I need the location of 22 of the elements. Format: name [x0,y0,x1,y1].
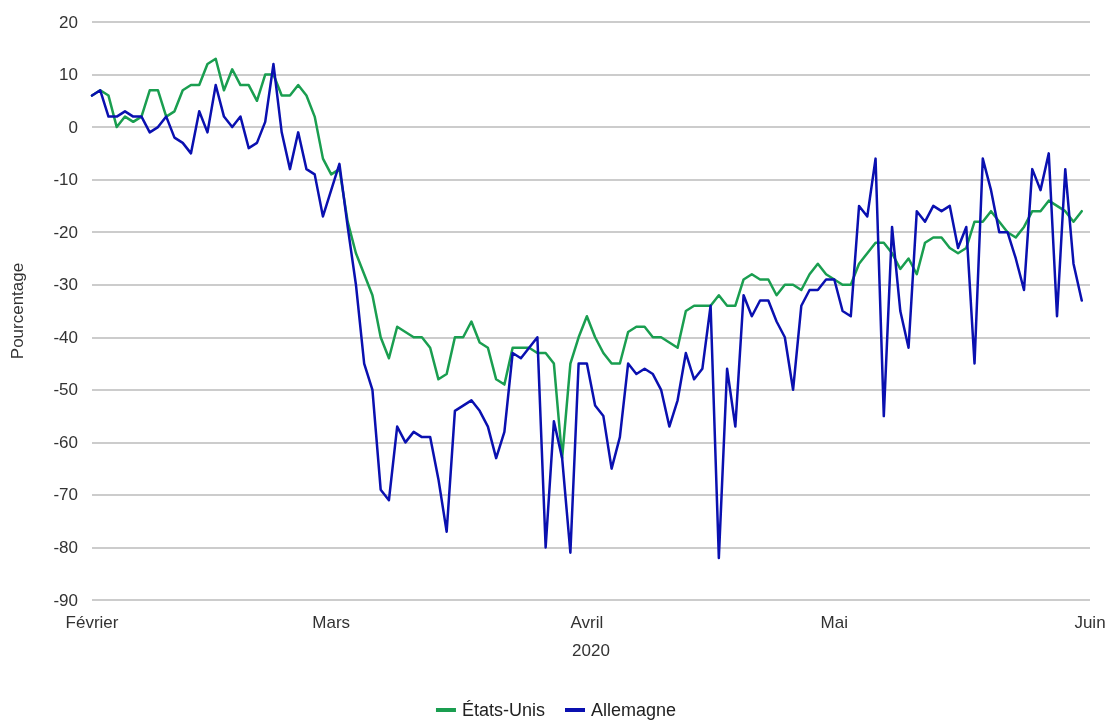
y-tick-label: -40 [53,327,78,347]
y-tick-label: -20 [53,222,78,242]
y-tick-label: 10 [59,65,78,85]
x-tick-label: Février [65,613,119,632]
y-tick-label: -90 [53,590,78,610]
y-tick-label: -10 [53,170,78,190]
line-series [90,62,1083,560]
y-axis-title: Pourcentage [8,262,27,360]
x-axis-title: 2020 [572,641,610,660]
legend-label: États-Unis [461,700,545,720]
x-tick-label: Mars [312,613,351,632]
y-tick-label: -70 [53,485,78,505]
legend-label: Allemagne [590,700,677,720]
y-tick-label: -60 [53,432,78,452]
y-tick-label: -80 [53,537,78,557]
y-tick-label: -50 [53,380,78,400]
y-tick-label: 0 [68,117,78,137]
x-tick-label: Juin [1074,613,1106,632]
y-tick-label: 20 [59,12,78,32]
x-tick-label: Avril [570,613,604,632]
x-tick-label: Mai [820,613,849,632]
y-tick-label: -30 [53,275,78,295]
